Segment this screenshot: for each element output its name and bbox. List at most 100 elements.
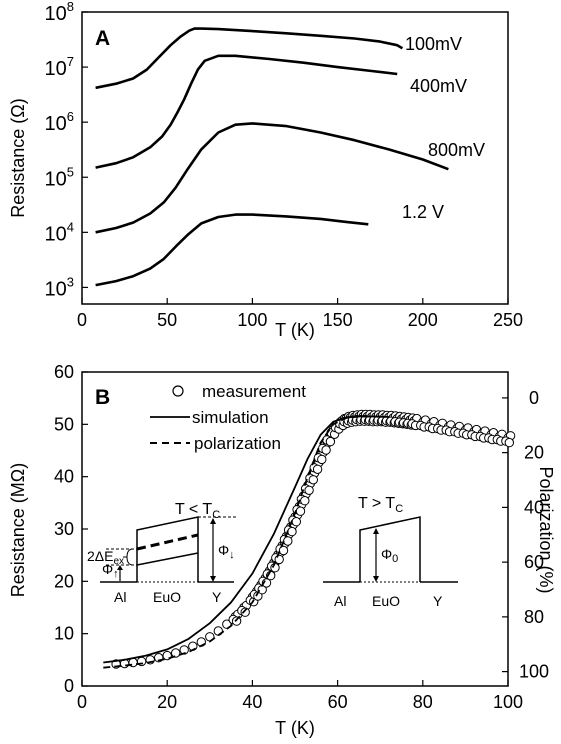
panel-a-y-ticks: 103 104 105 106 107 108 [45, 0, 88, 300]
panel-b-x-tick-label: 100 [493, 692, 523, 712]
inset-right-barrier [359, 516, 421, 582]
measurement-point [317, 454, 327, 465]
inset-left-phi-up-label: Φ↑ [102, 561, 119, 580]
panel-a-y-tick-label: 104 [45, 219, 74, 245]
panel-a-x-ticks: 0 50 100 150 200 250 [77, 298, 523, 330]
inset-left-barrier-average [136, 533, 199, 551]
measurement-point [300, 496, 310, 506]
inset-right-label-y: Y [433, 593, 443, 609]
panel-b-y-tick-label: 60 [54, 362, 74, 382]
measurement-point [321, 445, 331, 455]
panel-a-y-tick-label: 103 [45, 274, 74, 300]
panel-a-series-line-3 [95, 213, 369, 287]
inset-left-phi-up-head [117, 565, 123, 570]
measurement-point [283, 536, 293, 546]
panel-b-x-axis-label: T (K) [275, 718, 315, 738]
series-label-800mv: 800mV [428, 140, 485, 160]
panel-b-x-tick-label: 20 [157, 692, 177, 712]
inset-left-title: T < TC [175, 501, 220, 521]
measurement-point [171, 648, 181, 658]
panel-b-series-line-polarization [103, 415, 372, 669]
panel-b-x-tick-label: 80 [413, 692, 433, 712]
panel-b-series-line-simulation [103, 415, 389, 664]
panel-b-y-tick-label: 10 [54, 624, 74, 644]
inset-left-barrier-down [136, 552, 199, 566]
measurement-point [278, 545, 289, 556]
measurement-point [312, 464, 323, 474]
inset-left-label-y: Y [212, 589, 222, 605]
inset-left-phi-down-head-top [210, 518, 216, 524]
panel-b-right-y-axis-label: Polarization (%) [536, 466, 556, 593]
panel-b-y-tick-label: 30 [54, 519, 74, 539]
panel-a-y-axis-label: Resistance (Ω) [8, 98, 28, 218]
inset-left-label-al: Al [114, 589, 126, 605]
panel-b-right-y-tick-label: 0 [529, 388, 539, 408]
panel-b-right-y-tick-label: 100 [519, 662, 549, 682]
panel-b-y-tick-label: 0 [64, 676, 74, 696]
panel-b-right-y-tick-label: 40 [524, 497, 544, 517]
panel-a-series-line-0 [95, 27, 404, 90]
panel-a-y-tick-label: 107 [45, 54, 74, 80]
inset-right-phi0-head-top [373, 528, 379, 534]
panel-a-x-axis-label: T (K) [275, 320, 315, 340]
panel-a-x-tick-label: 200 [408, 310, 438, 330]
legend-label-measurement: measurement [202, 382, 306, 401]
inset-left-brace [122, 548, 134, 566]
inset-right-title: T > TC [358, 495, 403, 515]
inset-left-label-euo: EuO [153, 589, 181, 605]
panel-a-series [95, 27, 449, 287]
inset-left-delta-label: 2ΔEex [87, 548, 124, 567]
measurement-point [308, 475, 318, 485]
panel-a-series-line-2 [95, 122, 449, 234]
panel-b-x-ticks: 0 20 40 60 80 100 [77, 680, 523, 712]
panel-b-x-tick-label: 40 [242, 692, 262, 712]
panel-b-y-axis-label: Resistance (MΩ) [8, 463, 28, 597]
series-label-1-2v: 1.2 V [402, 202, 444, 222]
panel-a-letter: A [95, 27, 110, 50]
measurement-point [295, 506, 306, 516]
inset-band-diagram-low-t: T < TC 2ΔEex Φ↑ Φ↓ Al EuO Y [87, 501, 238, 605]
panel-a-y-tick-label: 108 [45, 0, 74, 25]
inset-right-label-al: Al [334, 593, 346, 609]
measurement-point [287, 526, 297, 537]
panel-b-y-tick-label: 40 [54, 467, 74, 487]
measurement-point [325, 436, 336, 447]
inset-right-phi0-head-bottom [373, 576, 379, 582]
panel-a-y-tick-label: 105 [45, 164, 74, 190]
series-label-400mv: 400mV [410, 76, 467, 96]
panel-b-right-y-tick-label: 60 [524, 552, 544, 572]
inset-left-barrier-up [136, 516, 199, 582]
inset-right-phi0-label: Φ0 [381, 546, 398, 565]
measurement-point [274, 554, 284, 565]
panel-b-letter: B [95, 386, 110, 409]
inset-band-diagram-high-t: T > TC Φ0 Al EuO Y [323, 495, 458, 609]
panel-b-x-tick-label: 60 [328, 692, 348, 712]
panel-b-series [103, 409, 516, 669]
panel-a-x-tick-label: 250 [493, 310, 523, 330]
measurement-point [304, 485, 314, 495]
measurement-point [504, 437, 514, 448]
panel-a-series-line-1 [95, 54, 398, 169]
panel-b-y-tick-label: 50 [54, 414, 74, 434]
inset-right-label-euo: EuO [372, 593, 400, 609]
panel-a-y-tick-label: 106 [45, 109, 74, 135]
legend-marker-measurement [172, 385, 184, 397]
inset-left-phi-down-label: Φ↓ [218, 542, 235, 561]
legend-label-simulation: simulation [192, 408, 269, 427]
panel-a-plot-frame [81, 11, 509, 305]
panel-b-x-tick-label: 0 [77, 692, 87, 712]
panel-a-x-tick-label: 0 [77, 310, 87, 330]
panel-b-right-y-tick-label: 20 [524, 443, 544, 463]
panel-a-x-tick-label: 150 [323, 310, 353, 330]
measurement-point [231, 616, 242, 626]
inset-left-phi-down-head-bottom [210, 576, 216, 582]
panel-b-y-tick-label: 20 [54, 571, 74, 591]
panel-a-x-tick-label: 50 [157, 310, 177, 330]
measurement-point [240, 607, 250, 617]
series-label-100mv: 100mV [405, 34, 462, 54]
legend: measurement simulation polarization [150, 382, 306, 453]
panel-b-right-y-ticks: 0 20 40 60 80 100 [502, 388, 549, 682]
panel-a: 0 50 100 150 200 250 103 104 105 106 107 108 A T (… [8, 0, 523, 340]
